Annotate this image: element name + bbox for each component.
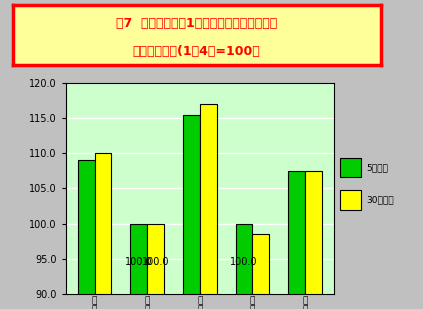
Bar: [130, 223, 147, 309]
Text: 100.0: 100.0: [231, 257, 258, 267]
Bar: [253, 234, 269, 309]
Text: 100.0: 100.0: [142, 257, 169, 267]
Bar: [340, 190, 361, 210]
Text: 100.0: 100.0: [125, 257, 153, 267]
Bar: [288, 171, 305, 309]
Bar: [236, 223, 253, 309]
Bar: [147, 223, 164, 309]
Text: 5人以上: 5人以上: [366, 163, 388, 172]
Bar: [183, 115, 200, 309]
Bar: [305, 171, 322, 309]
Text: 所規模間格差(1～4人=100）: 所規模間格差(1～4人=100）: [133, 45, 261, 58]
Bar: [78, 160, 95, 309]
Text: 30人以上: 30人以上: [366, 196, 393, 205]
Bar: [95, 154, 111, 309]
Bar: [200, 104, 217, 309]
Bar: [340, 158, 361, 177]
Text: 図7  産業別通常日1日の実労働時間数の事業: 図7 産業別通常日1日の実労働時間数の事業: [116, 17, 277, 30]
